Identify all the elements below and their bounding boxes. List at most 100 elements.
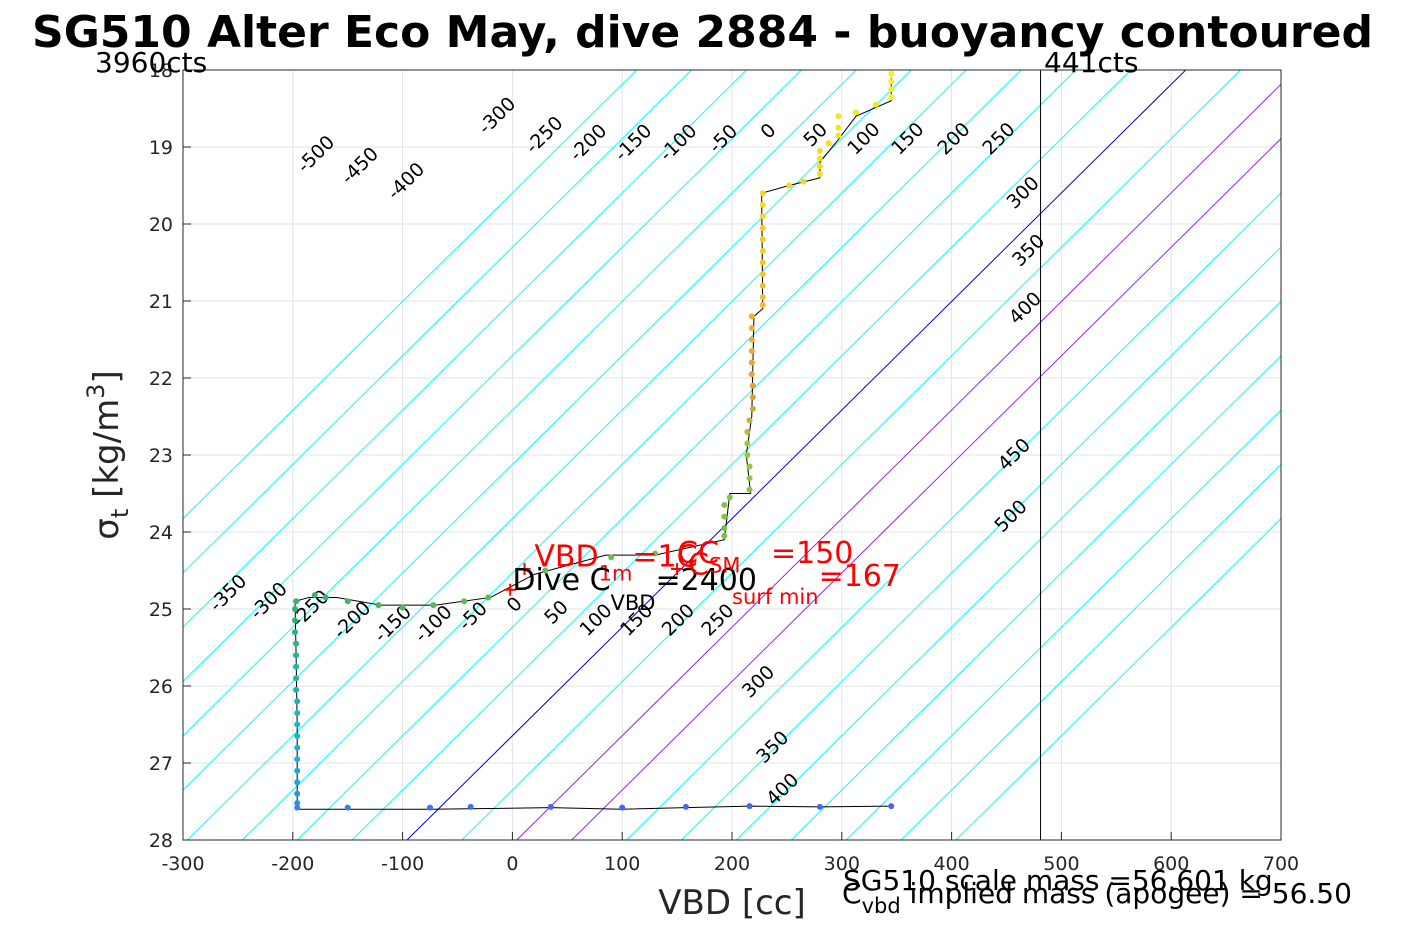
surf-min-annotation: surf min=167 — [732, 559, 901, 609]
data-point — [759, 301, 766, 308]
data-point — [744, 428, 751, 435]
data-point — [461, 598, 468, 605]
data-point — [749, 394, 756, 401]
data-point — [816, 147, 823, 154]
contour-line — [183, 70, 912, 791]
data-point — [294, 733, 301, 740]
data-point — [744, 452, 751, 458]
contour-line — [183, 70, 802, 683]
contour-line — [183, 70, 638, 520]
data-point — [816, 163, 823, 170]
data-point — [485, 594, 492, 601]
x-tick-label: -300 — [161, 853, 204, 875]
x-tick-label: -200 — [271, 853, 314, 875]
top-left-count: 3960cts — [95, 46, 207, 79]
data-point — [542, 567, 549, 574]
data-point — [726, 494, 733, 501]
data-point — [786, 182, 793, 189]
data-point — [759, 201, 766, 208]
y-tick-label: 24 — [149, 522, 173, 544]
x-tick-label: 500 — [1043, 853, 1079, 875]
data-point — [759, 282, 766, 289]
data-point — [746, 417, 753, 424]
contour-line — [183, 70, 857, 737]
annotations: VBD1m=1C Dive CVBD=2400 CC =150 CSM surf … — [512, 536, 901, 615]
data-point — [293, 663, 300, 670]
data-point — [322, 594, 329, 601]
contour-line — [681, 246, 1281, 840]
data-point — [759, 271, 766, 278]
contour-lines — [183, 70, 1281, 840]
contour-line — [183, 70, 692, 574]
data-point — [800, 178, 807, 185]
data-point — [835, 124, 842, 131]
data-point — [721, 525, 728, 532]
data-point — [294, 709, 301, 716]
data-point — [399, 604, 406, 611]
plus-marker — [518, 562, 531, 575]
data-point — [294, 804, 301, 811]
data-point — [759, 224, 766, 231]
data-point — [749, 405, 756, 412]
y-tick-label: 25 — [149, 599, 173, 621]
scale-mass-note: SG510 scale mass =56.601 kg — [843, 864, 1273, 897]
data-point — [888, 86, 895, 93]
data-point — [294, 698, 301, 705]
data-point — [816, 803, 823, 810]
data-point — [294, 790, 301, 797]
x-tick-label: 600 — [1153, 853, 1189, 875]
data-point — [291, 606, 298, 612]
data-point — [619, 804, 626, 811]
chart-title: SG510 Alter Eco May, dive 2884 - buoyanc… — [32, 7, 1373, 58]
contour-line — [183, 70, 747, 628]
data-point — [294, 779, 301, 786]
data-point — [746, 803, 753, 810]
data-point — [759, 213, 766, 220]
x-tick-label: 0 — [506, 853, 518, 875]
data-point — [721, 532, 728, 539]
data-point — [749, 382, 756, 389]
data-point — [759, 259, 766, 266]
data-point — [888, 93, 895, 100]
data-point — [652, 550, 659, 557]
data-point — [872, 101, 879, 108]
data-point — [682, 803, 689, 810]
data-point — [430, 602, 437, 609]
data-point — [291, 629, 298, 636]
x-tick-label: 700 — [1263, 853, 1299, 875]
data-point — [294, 800, 301, 807]
data-point — [311, 592, 318, 599]
contour-line — [626, 192, 1281, 840]
dive-c-vbd-annotation: Dive CVBD=2400 — [512, 563, 757, 615]
data-point — [748, 359, 755, 366]
data-point — [294, 721, 301, 728]
axis-ticks: -300 -200 -100 0 100 200 300 400 500 600 700 18 19 20… — [149, 60, 1299, 875]
data-point — [748, 371, 755, 378]
y-tick-label: 23 — [149, 445, 173, 467]
data-point — [427, 804, 434, 811]
data-point — [759, 247, 766, 254]
data-point — [746, 475, 753, 482]
data-point — [744, 440, 751, 447]
data-point — [294, 744, 301, 751]
data-point — [608, 554, 615, 561]
data-point — [888, 70, 895, 77]
contour-line — [516, 83, 1281, 840]
data-point — [721, 502, 728, 509]
data-point — [746, 486, 753, 493]
plus-markers — [504, 562, 684, 596]
y-tick-label: 20 — [149, 214, 173, 236]
data-point — [748, 348, 755, 355]
data-points — [291, 70, 895, 811]
data-point — [888, 78, 895, 85]
data-point — [888, 803, 895, 810]
data-point — [344, 804, 351, 811]
data-point — [375, 602, 382, 609]
y-tick-label: 18 — [149, 60, 173, 82]
data-point — [825, 140, 832, 147]
contour-line — [955, 517, 1281, 840]
data-point — [467, 803, 474, 810]
data-point — [293, 598, 300, 605]
x-tick-label: 400 — [933, 853, 969, 875]
plus-marker — [671, 562, 684, 575]
